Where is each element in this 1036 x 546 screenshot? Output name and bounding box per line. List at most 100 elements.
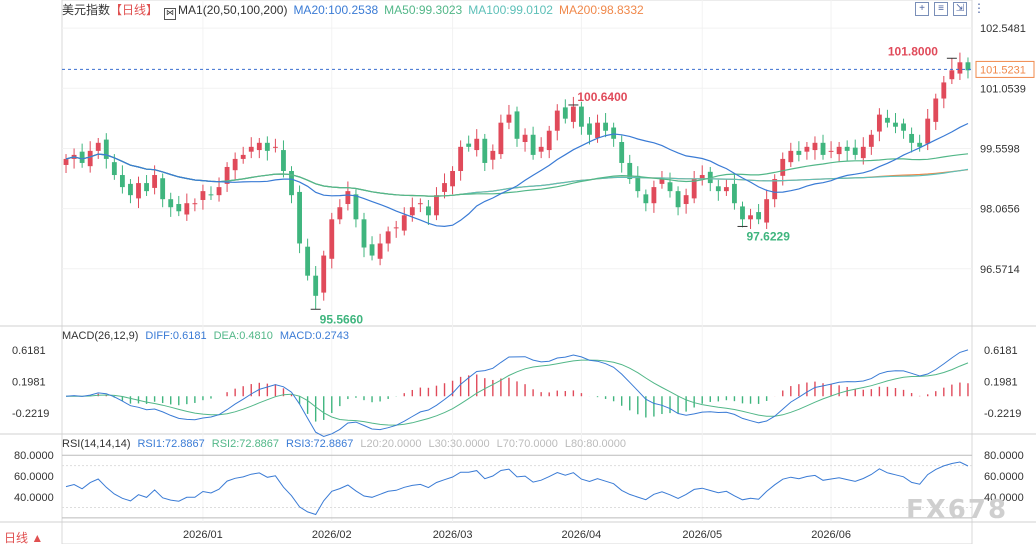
period-mode-selector[interactable]: 日线 ▲ (4, 531, 44, 545)
macd-left-tick-label: 0.6181 (12, 345, 46, 357)
extreme-label: 100.6400 (577, 90, 627, 104)
time-tick-label: 2026/06 (811, 529, 851, 541)
rsi2-label: RSI2:72.8867 (211, 438, 280, 450)
candle-body (272, 146, 278, 148)
candle-body (675, 191, 681, 208)
candle-body (216, 187, 222, 196)
candle-body (651, 187, 657, 204)
candle-body (611, 127, 617, 139)
candle-body (901, 123, 906, 131)
indicator-icon[interactable]: ⋈ (164, 8, 177, 20)
export-icon[interactable]: ⇲ (953, 2, 967, 16)
candle-body (796, 150, 802, 155)
candle-body (860, 146, 866, 159)
extreme-label: 95.5660 (320, 312, 364, 326)
macd-title-bar: MACD(26,12,9) DIFF:0.6181 DEA:0.4810 MACD:0… (62, 329, 356, 343)
candle-body (949, 70, 955, 80)
price-tick-label: 101.0539 (980, 83, 1026, 95)
rsi-title-bar: RSI(14,14,14) RSI1:72.8867 RSI2:72.8867 RSI… (62, 437, 633, 451)
candle-body (619, 142, 625, 163)
candle-body (192, 203, 198, 205)
settings-icon[interactable]: ≡ (934, 2, 948, 16)
ma200-label: MA200:98.8332 (558, 3, 644, 17)
candle-body (224, 166, 230, 184)
candle-body (305, 246, 311, 276)
candle-body (176, 204, 182, 212)
rsi3-label: RSI3:72.8867 (286, 438, 354, 450)
watermark-logo: FX678 (906, 495, 1009, 525)
candle-body (434, 195, 439, 216)
candle-body (184, 203, 190, 215)
candle-body (579, 106, 584, 127)
candle-body (723, 187, 729, 192)
period-label[interactable]: 【日线】 (110, 3, 159, 17)
macd-dea-label: DEA:0.4810 (213, 330, 273, 342)
current-price-label: 101.5231 (980, 64, 1026, 76)
candle-body (240, 154, 246, 159)
macd-tick-label: -0.2219 (984, 408, 1021, 420)
candle-body (63, 158, 69, 165)
candle-body (627, 162, 633, 180)
macd-diff-line (65, 349, 969, 438)
candle-body (772, 179, 778, 200)
rsi-title: RSI(14,14,14) (62, 438, 131, 450)
candle-body (329, 219, 335, 259)
candle-body (264, 142, 270, 151)
l30-label: L30:30.0000 (428, 438, 490, 450)
candle-body (377, 243, 383, 259)
candle-body (893, 122, 898, 127)
candle-body (570, 106, 576, 122)
current-price-tag (975, 60, 1035, 78)
symbol-title: 美元指数 (62, 3, 111, 17)
candle-body (79, 151, 85, 163)
rsi-tick-label: 80.0000 (984, 450, 1024, 462)
macd-title: MACD(26,12,9) (62, 330, 139, 342)
candle-body (297, 191, 302, 244)
candle-body (595, 122, 600, 138)
ma20-line (65, 122, 969, 228)
candle-body (530, 134, 536, 155)
price-tick-label: 99.5598 (980, 143, 1020, 155)
macd-dea-line (65, 359, 969, 426)
candle-body (965, 62, 971, 71)
candle-body (788, 150, 794, 163)
candle-body (136, 183, 141, 199)
candle-body (844, 146, 850, 151)
time-tick-label: 2026/02 (312, 529, 352, 541)
more-icon[interactable]: ⋮ (973, 1, 985, 15)
price-tick-label: 102.5481 (980, 23, 1026, 35)
candle-body (385, 231, 391, 244)
time-tick-label: 2026/01 (183, 529, 223, 541)
extreme-label: 97.6229 (746, 229, 790, 243)
candle-body (450, 171, 455, 187)
candle-body (643, 194, 649, 204)
price-tick-label: 98.0656 (980, 204, 1020, 216)
candle-body (482, 138, 488, 163)
candle-body (667, 182, 673, 192)
candle-body (514, 111, 520, 139)
rsi-left-tick-label: 80.0000 (14, 450, 54, 462)
candle-body (538, 146, 544, 152)
candle-body (160, 178, 166, 200)
candle-body (401, 215, 407, 231)
ma100-line (65, 153, 969, 197)
candle-body (635, 175, 641, 192)
zoom-in-icon[interactable]: + (915, 2, 929, 16)
plot-frame (61, 0, 973, 544)
ma50-line (65, 153, 969, 197)
candle-body (369, 244, 375, 256)
candle-body (95, 142, 101, 151)
candle-body (393, 227, 399, 229)
candle-body (498, 122, 504, 155)
candle-body (466, 143, 472, 147)
candle-body (756, 212, 762, 220)
candle-body (232, 158, 238, 171)
rsi-tick-label: 60.0000 (984, 471, 1024, 483)
macd-tick-label: 0.6181 (984, 345, 1018, 357)
candle-body (248, 146, 254, 152)
candle-body (337, 207, 343, 220)
candle-body (490, 150, 496, 160)
candle-body (458, 146, 464, 171)
candle-body (852, 147, 858, 155)
